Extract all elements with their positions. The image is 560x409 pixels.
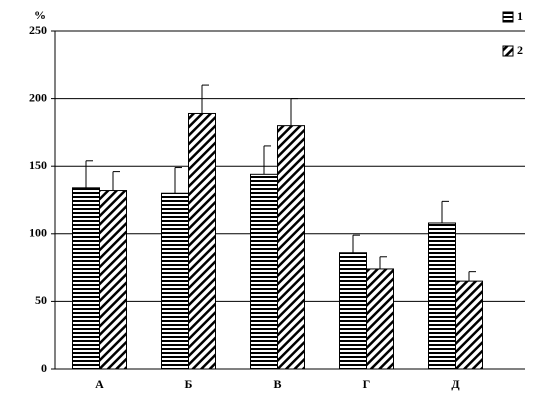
y-axis-label: % [34,8,46,22]
bar [161,192,189,370]
y-tick-label: 150 [29,158,47,172]
bar [188,112,216,370]
y-tick-label: 250 [29,23,47,37]
y-tick-label: 50 [35,293,47,307]
bar [250,173,278,370]
legend-swatch [502,11,514,23]
y-tick-label: 200 [29,90,47,104]
y-tick-label: 100 [29,226,47,240]
bar [339,252,367,370]
x-tick-label: Д [451,377,460,391]
bar [428,222,456,370]
bar [366,268,394,370]
x-tick-label: Г [363,377,371,391]
bar [277,125,305,370]
legend-label: 2 [517,43,523,57]
bar [72,187,100,370]
legend-swatch [502,45,514,57]
x-tick-label: В [273,377,281,391]
bar [455,280,483,370]
bar [99,190,127,370]
y-tick-label: 0 [41,361,47,375]
legend-label: 1 [517,9,523,23]
x-tick-label: А [95,377,104,391]
x-tick-label: Б [185,377,193,391]
